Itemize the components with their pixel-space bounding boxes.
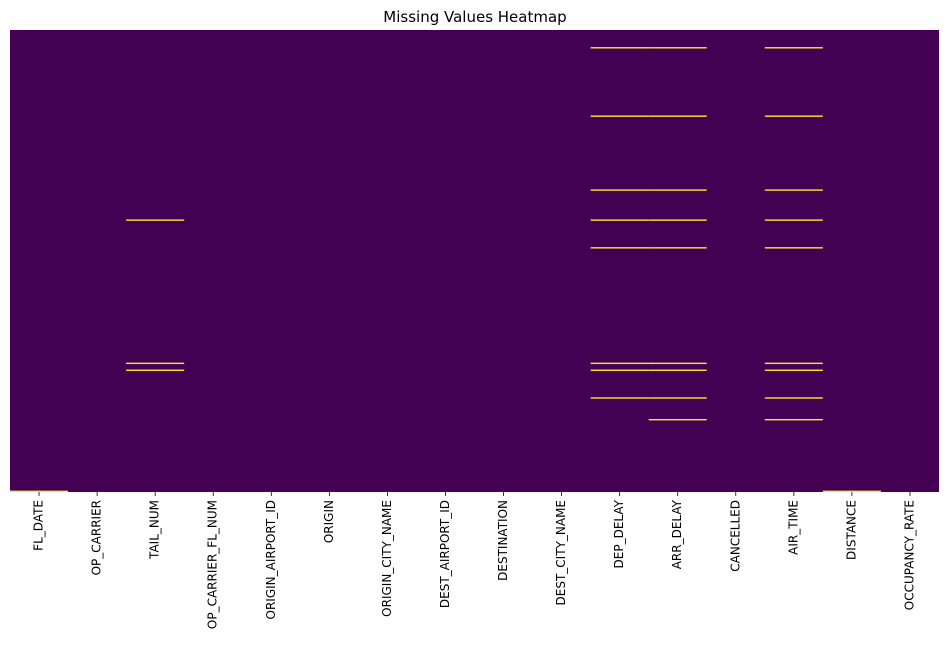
missing-value-cell — [590, 115, 649, 117]
missing-value-cell — [10, 490, 69, 492]
missing-value-cell — [764, 362, 823, 365]
heatmap-plot-area — [10, 30, 939, 492]
x-tick-label: ARR_DELAY — [670, 499, 684, 569]
missing-value-cell — [764, 397, 823, 399]
missing-value-cell — [648, 397, 707, 399]
x-tick-label: OCCUPANCY_RATE — [902, 500, 916, 610]
missing-value-cell — [764, 189, 823, 191]
missing-value-cell — [648, 369, 707, 371]
missing-value-cell — [126, 219, 185, 221]
x-tick-label: DISTANCE — [844, 500, 858, 560]
missing-value-cell — [764, 247, 823, 249]
missing-value-cell — [648, 189, 707, 191]
chart-title: Missing Values Heatmap — [383, 8, 566, 26]
missing-value-cell — [764, 419, 823, 421]
missing-value-cell — [590, 189, 649, 191]
missing-value-cell — [648, 219, 707, 221]
x-tick-label: ORIGIN_CITY_NAME — [380, 500, 394, 617]
missing-value-cell — [590, 47, 649, 49]
missing-value-cell — [764, 115, 823, 117]
heatmap-background — [10, 30, 939, 492]
missing-value-cell — [126, 369, 185, 371]
missing-value-cell — [590, 397, 649, 399]
x-tick-label: AIR_TIME — [786, 500, 800, 555]
missing-value-cell — [648, 115, 707, 117]
missing-value-cell — [590, 219, 649, 221]
x-tick-label: ORIGIN_AIRPORT_ID — [264, 500, 278, 619]
missing-value-cell — [822, 490, 881, 492]
missing-value-cell — [648, 362, 707, 365]
missing-value-cell — [764, 219, 823, 221]
missing-value-cell — [648, 47, 707, 49]
x-axis-ticks: FL_DATE OP_CARRIER TAIL_NUM OP_CARRIER_FL_N… — [32, 492, 916, 629]
x-tick-label: OP_CARRIER — [90, 500, 104, 575]
missing-value-cell — [590, 369, 649, 371]
missing-value-cell — [648, 247, 707, 249]
x-tick-label: DEST_AIRPORT_ID — [438, 500, 452, 608]
missing-value-cell — [648, 419, 707, 421]
x-tick-label: DEP_DELAY — [612, 499, 626, 568]
x-tick-label: ORIGIN — [322, 500, 336, 543]
missing-value-cell — [590, 362, 649, 365]
x-tick-label: OP_CARRIER_FL_NUM — [206, 500, 220, 629]
x-tick-label: DESTINATION — [496, 500, 510, 581]
x-tick-label: TAIL_NUM — [148, 500, 162, 560]
missing-value-cell — [590, 247, 649, 249]
x-tick-label: DEST_CITY_NAME — [554, 500, 568, 605]
missing-value-cell — [126, 362, 185, 365]
missing-value-cell — [764, 369, 823, 371]
x-tick-label: CANCELLED — [728, 500, 742, 572]
x-tick-label: FL_DATE — [32, 500, 46, 551]
missing-value-cell — [764, 47, 823, 49]
